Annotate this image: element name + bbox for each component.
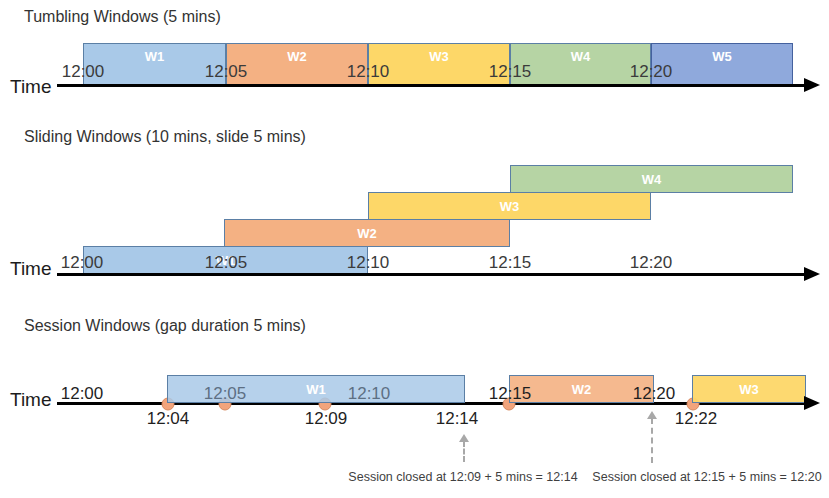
window-label: W3 bbox=[500, 199, 520, 214]
windowing-diagram: Tumbling Windows (5 mins) Time W1 W2 W3 … bbox=[0, 0, 829, 498]
tumbling-tick: 12:15 bbox=[489, 62, 532, 82]
tumbling-window-w5: W5 bbox=[651, 43, 793, 85]
window-label: W3 bbox=[739, 382, 759, 397]
session-axis-label: 12:15 bbox=[489, 384, 532, 404]
sliding-tick: 12:15 bbox=[489, 253, 532, 273]
tumbling-timeline bbox=[57, 84, 805, 87]
session-axis-label: 12:00 bbox=[61, 384, 104, 404]
sliding-window-w2: W2 bbox=[224, 219, 510, 247]
window-label: W2 bbox=[572, 382, 592, 397]
session-event-label: 12:04 bbox=[147, 409, 190, 429]
session-arrowhead-icon bbox=[804, 396, 820, 410]
session-inbox-label: 12:05 bbox=[204, 384, 247, 404]
sliding-window-w4: W4 bbox=[510, 165, 793, 193]
session-time-label: Time bbox=[10, 389, 52, 411]
tumbling-time-label: Time bbox=[10, 76, 52, 98]
tumbling-tick: 12:10 bbox=[347, 62, 390, 82]
sliding-tick: 12:10 bbox=[347, 253, 390, 273]
sliding-tick: 12:20 bbox=[630, 253, 673, 273]
session-event-label: 12:09 bbox=[305, 409, 348, 429]
sliding-window-w3: W3 bbox=[368, 192, 651, 220]
tumbling-tick: 12:00 bbox=[62, 62, 105, 82]
sliding-title: Sliding Windows (10 mins, slide 5 mins) bbox=[24, 128, 306, 146]
session-window-w3: W3 bbox=[692, 375, 806, 403]
window-label: W5 bbox=[712, 49, 732, 64]
sliding-tick: 12:00 bbox=[61, 253, 104, 273]
sliding-time-label: Time bbox=[10, 258, 52, 280]
sliding-arrowhead-icon bbox=[804, 267, 820, 281]
session-event-label: 12:14 bbox=[436, 409, 479, 429]
window-label: W1 bbox=[306, 382, 326, 397]
tumbling-title: Tumbling Windows (5 mins) bbox=[24, 8, 221, 26]
session-axis-label: 12:20 bbox=[633, 384, 676, 404]
tumbling-tick: 12:05 bbox=[205, 62, 248, 82]
window-label: W2 bbox=[287, 49, 307, 64]
sliding-timeline bbox=[57, 273, 805, 276]
session-annotation: Session closed at 12:15 + 5 mins = 12:20 bbox=[592, 470, 821, 484]
session-event-label: 12:22 bbox=[675, 409, 718, 429]
dashed-arrow-line bbox=[463, 441, 465, 462]
tumbling-arrowhead-icon bbox=[804, 78, 820, 92]
window-label: W3 bbox=[429, 49, 449, 64]
window-label: W2 bbox=[357, 226, 377, 241]
session-inbox-label: 12:10 bbox=[348, 384, 391, 404]
window-label: W4 bbox=[571, 49, 591, 64]
window-label: W4 bbox=[642, 172, 662, 187]
window-label: W1 bbox=[145, 49, 165, 64]
sliding-tick: 12:05 bbox=[205, 253, 248, 273]
tumbling-tick: 12:20 bbox=[630, 62, 673, 82]
session-title: Session Windows (gap duration 5 mins) bbox=[24, 317, 306, 335]
dashed-arrow-line bbox=[651, 418, 653, 463]
session-annotation: Session closed at 12:09 + 5 mins = 12:14 bbox=[348, 470, 577, 484]
